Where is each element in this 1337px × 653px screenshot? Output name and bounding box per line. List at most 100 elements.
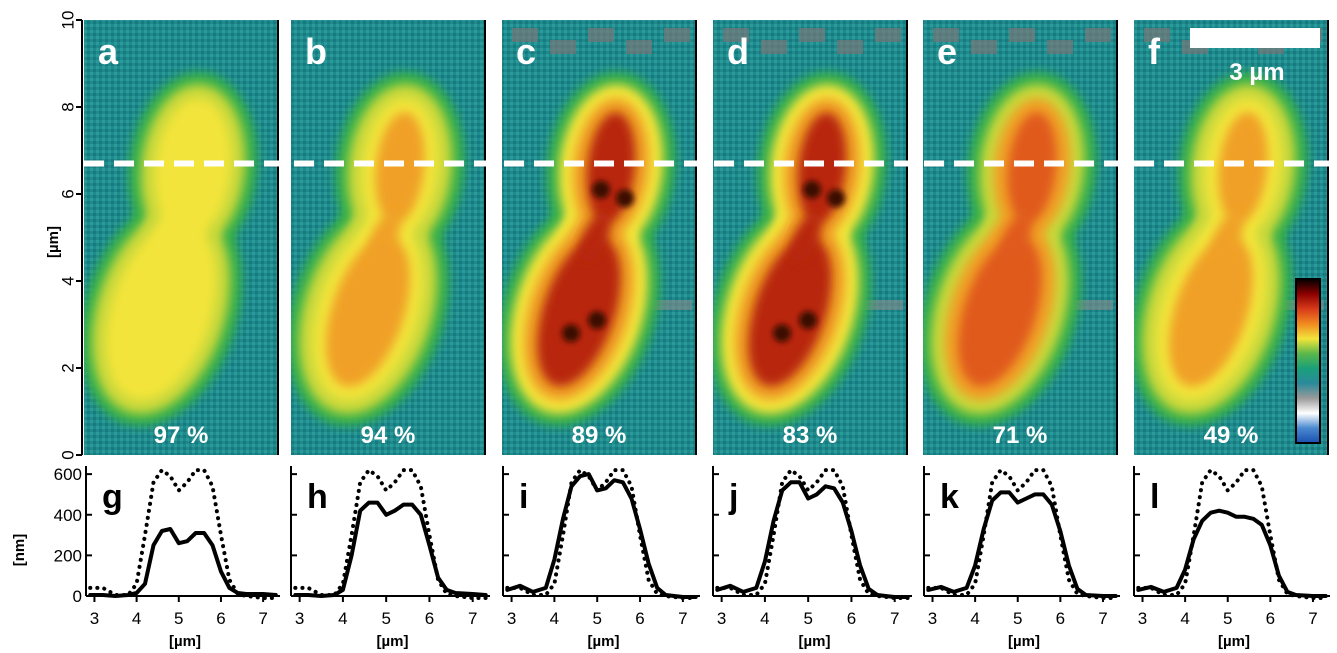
reference-profile-line [1136,468,1328,600]
substrate-patch [837,40,863,54]
measured-profile-line [293,500,488,598]
substrate-patch [723,28,749,42]
substrate-patch [843,300,903,310]
plot-x-tick-label: 7 [678,609,687,628]
profile-plot: 3 4 5 6 7 [µm] j [712,466,912,650]
substrate-patch [933,28,959,42]
plot-y-tick-label: 600 [54,465,82,484]
panel-letter: e [937,31,957,72]
color-bar [1295,278,1321,444]
plot-x-tick-label: 3 [717,609,726,628]
plot-letter: i [519,478,528,516]
plot-x-tick-label: 6 [847,609,856,628]
plot-x-tick-label: 5 [1223,609,1232,628]
substrate-patch [588,28,614,42]
plot-x-tick-label: 5 [174,609,183,628]
plot-x-tick-label: 4 [760,609,769,628]
plot-x-tick-label: 7 [1098,609,1107,628]
plot-x-tick-label: 5 [803,609,812,628]
plot-x-tick-label: 7 [1308,609,1317,628]
plot-letter: h [307,478,328,516]
scale-bar: 3 µm [1190,28,1320,86]
chromosome [502,72,676,427]
profile-plot: 3 4 5 6 7 [µm] k [923,466,1120,650]
plot-x-tick-label: 6 [1056,609,1065,628]
plot-letter: j [728,478,738,516]
plot-y-tick-label: 200 [54,546,82,565]
image-panel: d 83 % [713,20,908,455]
plot-x-axis-label: [µm] [799,633,831,650]
image-panel: c 89 % [502,20,697,455]
substrate-patch [626,40,652,54]
profile-plot: 3 4 5 6 7 [µm] h [290,466,490,650]
image-y-tick-label: 0 [59,450,78,459]
plot-x-tick-label: 3 [295,609,304,628]
image-y-tick-label: 2 [59,363,78,372]
plot-letter: l [1150,478,1159,516]
plot-letter: k [940,478,959,516]
chromosome [713,72,887,427]
panel-letter: a [98,31,119,72]
plot-x-axis-label: [µm] [1218,633,1250,650]
plot-x-tick-label: 6 [635,609,644,628]
profile-y-axis-label: [nm] [11,534,28,567]
image-y-tick-label: 6 [59,189,78,198]
profile-plot: 3 4 5 6 7 [µm] i [502,466,700,650]
image-panel: b 94 % [291,20,486,455]
chromosome [1134,72,1308,427]
scale-bar-label: 3 µm [1229,59,1284,86]
substrate-patch [761,40,787,54]
image-panel: f 49 % [1134,20,1329,455]
panel-letter: c [516,31,536,72]
plot-x-tick-label: 3 [928,609,937,628]
chromosome [291,72,465,427]
image-y-tick-label: 4 [59,276,78,285]
image-panels: a 97 % b 94 % c 89 % d 83 % e 71 % f 49 % [84,20,1329,455]
panel-percentage: 49 % [1204,422,1259,449]
chromosome [84,72,258,427]
profile-plot: 3 4 5 6 7 [µm] l [1133,466,1330,650]
image-y-tick-label: 10 [59,11,78,30]
plot-x-tick-label: 7 [890,609,899,628]
profile-plots: 0 200 400 600 3 4 5 6 7 [µm] g 3 4 5 6 7 [µm] h 3 4 5 6 7 [µm] i… [54,465,1330,650]
image-panel: e 71 % [923,20,1118,455]
image-panel: a 97 % [84,20,279,455]
plot-x-tick-label: 4 [1180,609,1189,628]
color-bar-rect [1295,278,1321,444]
plot-x-tick-label: 3 [90,609,99,628]
panel-percentage: 97 % [154,422,209,449]
substrate-patch [1047,40,1073,54]
image-y-axis: [µm] 0 2 4 6 8 10 [45,11,83,460]
panel-letter: d [727,31,749,72]
substrate-patch [1264,300,1324,310]
plot-x-axis-label: [µm] [169,633,201,650]
substrate-patch [664,28,690,42]
plot-x-tick-label: 7 [258,609,267,628]
profile-plot: 0 200 400 600 3 4 5 6 7 [µm] g [54,465,280,650]
substrate-patch [971,40,997,54]
plot-x-tick-label: 5 [381,609,390,628]
image-y-tick-label: 8 [59,102,78,111]
substrate-patch [1144,28,1170,42]
plot-x-tick-label: 4 [132,609,141,628]
plot-letter: g [102,478,123,516]
plot-y-tick-label: 0 [73,587,82,606]
scale-bar-rect [1190,28,1320,48]
reference-profile-line [505,468,698,600]
plot-x-tick-label: 4 [550,609,559,628]
substrate-patch [1053,300,1113,310]
plot-x-tick-label: 3 [1138,609,1147,628]
plot-x-axis-label: [µm] [377,633,409,650]
plot-x-tick-label: 7 [468,609,477,628]
plot-x-tick-label: 5 [592,609,601,628]
plot-x-axis-label: [µm] [1008,633,1040,650]
panel-letter: f [1148,31,1161,72]
substrate-patch [512,28,538,42]
image-y-axis-label: [µm] [45,226,62,258]
measured-profile-line [505,472,698,599]
substrate-patch [1085,28,1111,42]
measured-profile-line [88,527,278,598]
plot-x-tick-label: 6 [425,609,434,628]
plot-y-tick-label: 400 [54,506,82,525]
